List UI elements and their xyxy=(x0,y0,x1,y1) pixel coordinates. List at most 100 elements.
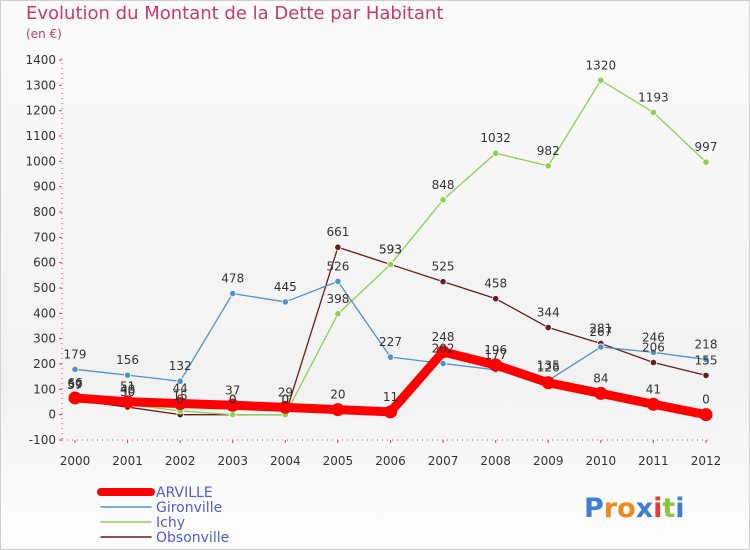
logo-letter: x xyxy=(636,493,653,524)
data-point xyxy=(649,108,658,117)
y-tick-label: 900 xyxy=(33,180,56,194)
data-label: 0 xyxy=(282,393,290,407)
data-label: 0 xyxy=(229,393,237,407)
data-label: 458 xyxy=(484,277,507,291)
data-label: 57 xyxy=(67,378,82,392)
y-tick-label: 800 xyxy=(33,205,56,219)
data-label: 15 xyxy=(173,389,188,403)
data-label: 11 xyxy=(383,390,398,404)
data-label: 982 xyxy=(537,144,560,158)
logo-letter: i xyxy=(653,493,662,524)
data-label: 51 xyxy=(120,380,135,394)
data-label: 525 xyxy=(432,260,455,274)
data-label: 84 xyxy=(593,371,608,385)
data-label: 281 xyxy=(589,321,612,335)
logo-letter: i xyxy=(675,493,684,524)
data-point xyxy=(439,278,447,286)
data-point xyxy=(226,398,240,412)
data-label: 196 xyxy=(484,343,507,357)
data-point xyxy=(68,391,82,405)
data-point xyxy=(702,371,710,379)
x-tick-label: 2010 xyxy=(586,454,617,468)
y-tick-label: 300 xyxy=(33,332,56,346)
logo-letter: r xyxy=(604,493,618,524)
data-point xyxy=(436,345,450,359)
y-tick-label: 1300 xyxy=(25,78,56,92)
data-point xyxy=(699,408,713,422)
data-point xyxy=(594,386,608,400)
data-point xyxy=(229,411,237,419)
data-label: 40 xyxy=(120,383,135,397)
data-label: 156 xyxy=(116,353,139,367)
data-label: 1032 xyxy=(480,131,511,145)
data-label: 398 xyxy=(326,292,349,306)
data-label: 0 xyxy=(702,393,710,407)
legend-label: Obsonville xyxy=(156,530,229,546)
y-tick-label: 1400 xyxy=(25,53,56,67)
data-point xyxy=(176,377,184,385)
data-point xyxy=(492,149,500,157)
x-tick-label: 2000 xyxy=(60,454,91,468)
data-label: 267 xyxy=(589,325,612,339)
data-label: 218 xyxy=(695,337,718,351)
x-tick-label: 2011 xyxy=(638,454,669,468)
data-label: 478 xyxy=(221,272,244,286)
data-label: 1320 xyxy=(586,58,617,72)
logo-letter: t xyxy=(662,493,675,524)
data-point xyxy=(492,295,500,303)
data-point xyxy=(541,376,555,390)
data-label: 37 xyxy=(225,383,240,397)
data-label: 135 xyxy=(537,358,560,372)
y-tick-label: 0 xyxy=(48,408,56,422)
data-label: 29 xyxy=(278,385,293,399)
y-tick-label: 400 xyxy=(33,306,56,320)
x-tick-label: 2003 xyxy=(217,454,248,468)
data-point xyxy=(386,260,395,269)
data-label: 248 xyxy=(432,330,455,344)
data-label: 155 xyxy=(695,353,718,367)
data-point xyxy=(439,359,447,368)
data-label: 41 xyxy=(646,382,661,396)
y-tick-label: 1100 xyxy=(25,129,56,143)
data-point xyxy=(702,158,710,166)
data-point xyxy=(702,355,710,364)
legend-label: Ichy xyxy=(156,515,185,531)
data-label: 246 xyxy=(642,330,665,344)
data-label: 132 xyxy=(169,359,192,373)
y-tick-label: 500 xyxy=(33,281,56,295)
data-label: 202 xyxy=(432,341,455,355)
data-label: 593 xyxy=(379,242,402,256)
data-label: 30 xyxy=(120,385,135,399)
x-tick-label: 2006 xyxy=(375,454,406,468)
data-label: 0 xyxy=(176,393,184,407)
y-tick-label: 200 xyxy=(33,357,56,371)
legend-label: ARVILLE xyxy=(156,485,213,501)
data-point xyxy=(281,298,289,306)
y-tick-label: 700 xyxy=(33,230,56,244)
x-tick-label: 2005 xyxy=(323,454,354,468)
data-label: 445 xyxy=(274,280,297,294)
x-tick-label: 2009 xyxy=(533,454,564,468)
data-point xyxy=(331,403,345,417)
data-point xyxy=(386,353,395,361)
x-tick-label: 2004 xyxy=(270,454,301,468)
data-label: 997 xyxy=(695,140,718,154)
data-point xyxy=(439,196,447,204)
data-point xyxy=(489,358,503,372)
x-tick-label: 2012 xyxy=(691,454,722,468)
data-label: 661 xyxy=(326,225,349,239)
data-point xyxy=(71,365,79,373)
proxiti-logo: Proxiti xyxy=(584,493,685,524)
data-point xyxy=(597,343,605,351)
data-point xyxy=(384,405,397,419)
data-point xyxy=(173,397,187,411)
logo-letter: P xyxy=(584,493,604,524)
data-label: 206 xyxy=(642,340,665,354)
data-label: 0 xyxy=(229,393,237,407)
data-label: 20 xyxy=(330,388,345,402)
chart-axes: -100010020030040050060070080090010001100… xyxy=(25,53,721,468)
y-tick-label: 600 xyxy=(33,256,56,270)
